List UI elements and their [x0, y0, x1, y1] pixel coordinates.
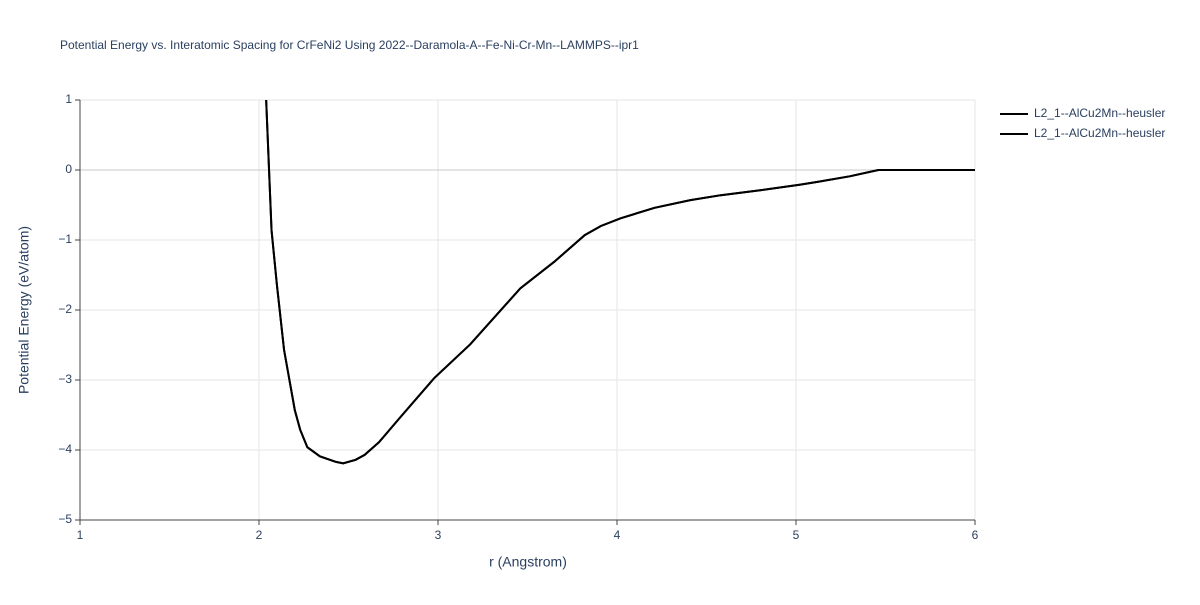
x-tick-label: 4	[614, 528, 621, 542]
y-tick-label: 0	[65, 162, 72, 176]
y-tick-label: 1	[65, 92, 72, 106]
series-line	[265, 99, 975, 465]
y-tick-label: −4	[58, 442, 72, 456]
x-tick-label: 5	[793, 528, 800, 542]
plot-area	[265, 99, 975, 465]
x-tick-label: 6	[972, 528, 979, 542]
axes: 1 2 3 4 5 6 −5 −4 −3 −2 −1 0 1	[58, 92, 978, 542]
y-tick-label: −5	[58, 512, 72, 526]
y-axis-title: Potential Energy (eV/atom)	[16, 226, 32, 394]
y-tick-label: −3	[58, 372, 72, 386]
x-tick-label: 2	[256, 528, 263, 542]
y-tick-label: −2	[58, 302, 72, 316]
x-tick-label: 3	[435, 528, 442, 542]
series-line	[265, 99, 975, 465]
grid	[79, 99, 976, 521]
legend-label: L2_1--AlCu2Mn--heusler	[1034, 106, 1165, 120]
x-axis-title: r (Angstrom)	[489, 554, 567, 570]
y-tick-label: −1	[58, 232, 72, 246]
chart-title: Potential Energy vs. Interatomic Spacing…	[60, 38, 639, 52]
legend-label: L2_1--AlCu2Mn--heusler	[1034, 126, 1165, 140]
x-tick-label: 1	[77, 528, 84, 542]
